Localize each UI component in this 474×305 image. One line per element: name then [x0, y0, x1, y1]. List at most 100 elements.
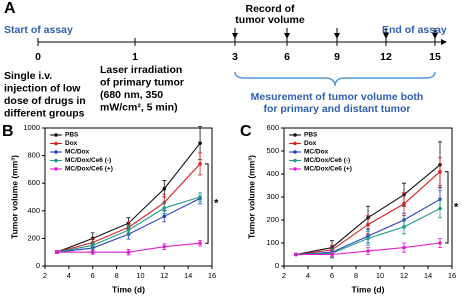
plot-frame	[44, 127, 213, 267]
data-point	[438, 206, 442, 211]
timeline-tick-label: 3	[232, 51, 238, 63]
legend-label: Dox	[65, 140, 78, 147]
data-point	[366, 236, 370, 241]
laser-note: Laser irradiation	[100, 64, 182, 76]
data-point	[438, 241, 442, 245]
data-point	[366, 222, 370, 227]
data-point	[126, 250, 131, 254]
legend-label: MC/Dox/Ce6 (+)	[304, 166, 352, 173]
legend-marker	[54, 158, 58, 163]
record-label: Record of	[245, 3, 295, 15]
data-point	[198, 241, 202, 246]
y-tick-label: 0	[275, 261, 279, 270]
x-tick-label: 6	[91, 271, 95, 280]
legend-marker	[293, 150, 297, 154]
chart-c: C 2 4 6 8 10 12 14 16 0 100 200 300 400 500 600 Time (d)…	[240, 123, 459, 294]
data-point	[198, 141, 202, 145]
y-axis-label: Tumor volume (mm³)	[246, 155, 256, 239]
x-tick-label: 14	[184, 271, 192, 280]
legend-marker	[54, 150, 58, 154]
legend-marker	[54, 167, 58, 171]
significance-mark: *	[454, 201, 459, 213]
legend-marker	[293, 167, 297, 171]
significance-bracket	[205, 163, 209, 244]
x-tick-label: 16	[208, 271, 216, 280]
timeline-tick-label: 15	[429, 51, 441, 63]
timeline-tick-label: 1	[132, 51, 138, 63]
x-tick-label: 10	[136, 271, 144, 280]
x-tick-label: 2	[43, 271, 47, 280]
timeline-tick-label: 6	[284, 51, 290, 63]
data-point	[402, 245, 406, 250]
start-label: Start of assay	[4, 24, 73, 36]
y-tick-label: 200	[27, 233, 40, 242]
legend-label: MC/Dox/Ce6 (-)	[304, 157, 350, 164]
laser-note: mW/cm², 5 min)	[100, 101, 178, 113]
y-tick-label: 100	[266, 238, 279, 247]
injection-note: injection of low	[4, 82, 81, 94]
timeline-tick-label: 0	[35, 51, 41, 63]
injection-note: Single i.v.	[4, 70, 52, 82]
x-tick-label: 8	[114, 271, 118, 280]
brace	[234, 71, 436, 87]
legend-label: MC/Dox/Ce6 (+)	[65, 166, 113, 173]
legend-label: MC/Dox	[304, 149, 329, 156]
y-tick-label: 1000	[23, 123, 40, 132]
laser-note: of primary tumor	[100, 76, 184, 88]
y-tick-label: 600	[27, 178, 40, 187]
x-tick-label: 8	[354, 271, 358, 280]
legend-marker	[293, 141, 297, 146]
x-tick-label: 16	[448, 271, 456, 280]
x-tick-label: 12	[400, 271, 408, 280]
data-point	[162, 244, 167, 249]
laser-note: (680 nm, 350	[100, 89, 163, 101]
timeline: 0 1 3 6 9 12 15 Single i.v.injection of lowdose…	[4, 28, 441, 119]
legend-label: MC/Dox	[65, 149, 90, 156]
injection-note: different groups	[4, 107, 85, 119]
data-point	[402, 202, 406, 206]
x-axis-label: Time (d)	[112, 284, 145, 294]
data-point	[294, 252, 298, 257]
y-tick-label: 400	[266, 169, 279, 178]
end-label: End of assay	[382, 24, 447, 36]
legend-marker	[54, 133, 58, 137]
data-point	[402, 225, 406, 229]
injection-note: dose of drugs in	[4, 95, 86, 107]
legend-label: PBS	[65, 132, 79, 139]
x-tick-label: 12	[160, 271, 168, 280]
y-tick-label: 800	[27, 151, 40, 160]
x-tick-label: 4	[306, 271, 310, 280]
significance-bracket	[445, 171, 449, 244]
chart-b: B 2 4 6 8 10 12 14 16 0 200 400 600 800 1000 Time (d) Tu…	[2, 123, 219, 294]
data-point	[90, 250, 95, 254]
data-point	[162, 214, 167, 219]
data-point	[90, 243, 95, 248]
x-axis-label: Time (d)	[352, 284, 385, 294]
data-point	[198, 195, 202, 199]
data-point	[55, 250, 59, 254]
y-tick-label: 0	[36, 261, 40, 270]
x-tick-label: 4	[67, 271, 71, 280]
y-tick-label: 400	[27, 206, 40, 215]
data-point	[366, 249, 370, 253]
panel-letter: C	[240, 123, 252, 140]
x-tick-label: 10	[376, 271, 384, 280]
y-tick-label: 500	[266, 146, 279, 155]
data-point	[162, 186, 167, 191]
data-point	[198, 162, 202, 166]
data-point	[330, 252, 334, 257]
record-label: tumor volume	[235, 14, 305, 26]
y-tick-label: 200	[266, 215, 279, 224]
y-tick-label: 600	[266, 123, 279, 132]
measure-note: for primary and distant tumor	[263, 103, 410, 115]
legend-label: Dox	[304, 140, 317, 147]
y-tick-label: 300	[266, 192, 279, 201]
x-tick-label: 2	[282, 271, 286, 280]
legend-label: PBS	[304, 132, 318, 139]
y-axis-label: Tumor volume (mm³)	[9, 155, 19, 239]
panel-letter: B	[2, 123, 14, 140]
x-tick-label: 14	[424, 271, 432, 280]
significance-mark: *	[214, 197, 219, 209]
data-point	[438, 169, 442, 174]
panel-letter: A	[4, 0, 16, 17]
